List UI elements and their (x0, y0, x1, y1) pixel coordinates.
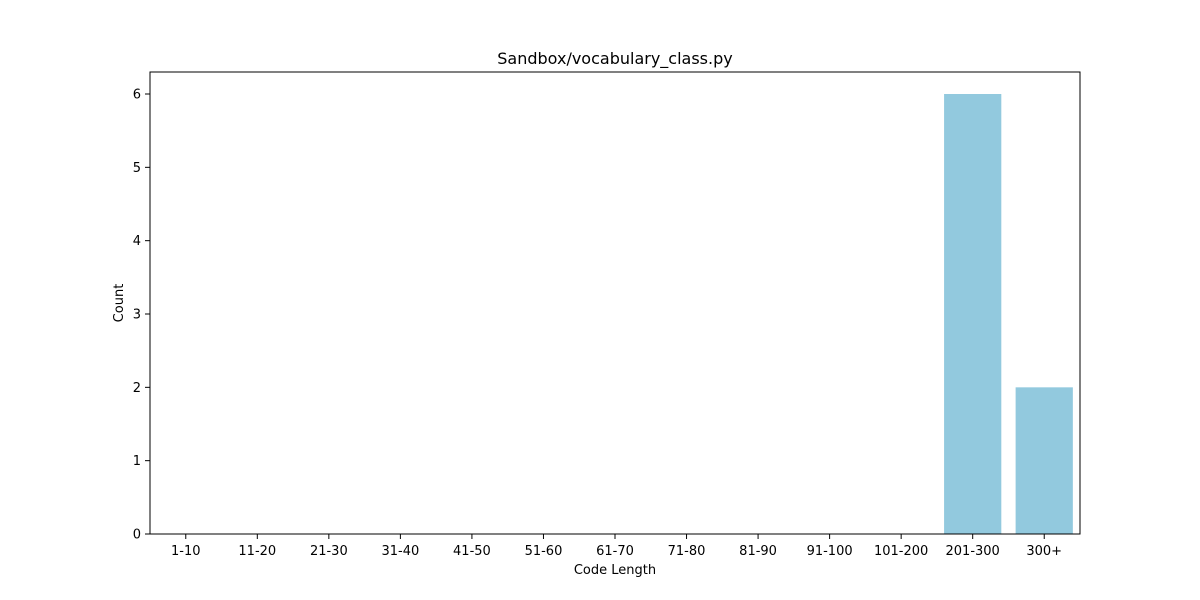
y-axis-label: Count (112, 284, 127, 323)
x-tick-label: 71-80 (668, 544, 706, 559)
y-tick-label: 6 (133, 88, 141, 103)
x-tick-label: 1-10 (171, 544, 201, 559)
x-tick-label: 91-100 (807, 544, 853, 559)
x-tick-label: 201-300 (946, 544, 1000, 559)
x-tick-label: 81-90 (739, 544, 777, 559)
bar-300+ (1015, 387, 1073, 534)
x-tick-label: 21-30 (310, 544, 348, 559)
y-axis-ticks: 0 1 2 3 4 5 6 (133, 88, 150, 543)
x-tick-label: 61-70 (596, 544, 634, 559)
chart-title: Sandbox/vocabulary_class.py (497, 49, 732, 69)
y-tick-label: 2 (133, 381, 141, 396)
x-tick-label: 31-40 (381, 544, 419, 559)
bar-201-300 (944, 94, 1002, 534)
plot-area-frame (149, 71, 1081, 535)
y-tick-label: 5 (133, 161, 141, 176)
y-tick-label: 1 (133, 454, 141, 469)
bars-group (944, 94, 1073, 534)
x-tick-label: 41-50 (453, 544, 491, 559)
x-tick-label: 11-20 (238, 544, 276, 559)
y-tick-label: 4 (133, 234, 141, 249)
x-axis-label: Code Length (574, 563, 656, 578)
x-axis-ticks: 1-10 11-20 21-30 31-40 41-50 51-60 61-70 71-80 8… (171, 534, 1062, 559)
y-tick-label: 0 (133, 528, 141, 543)
x-tick-label: 101-200 (874, 544, 928, 559)
x-tick-label: 51-60 (525, 544, 563, 559)
x-tick-label: 300+ (1026, 544, 1062, 559)
y-tick-label: 3 (133, 308, 141, 323)
